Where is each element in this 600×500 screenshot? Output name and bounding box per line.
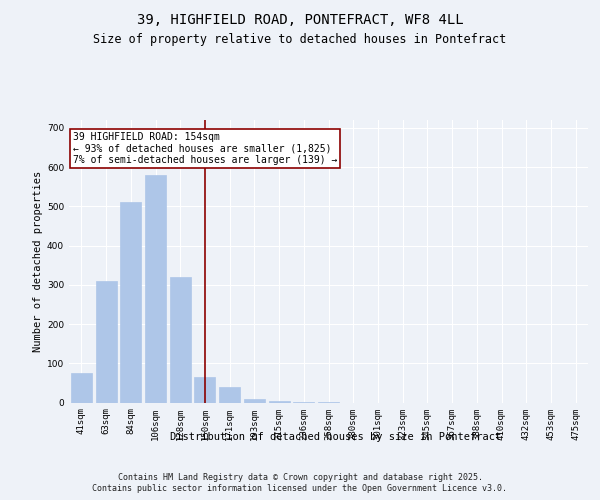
Text: 39, HIGHFIELD ROAD, PONTEFRACT, WF8 4LL: 39, HIGHFIELD ROAD, PONTEFRACT, WF8 4LL bbox=[137, 12, 463, 26]
Bar bbox=[269, 400, 290, 402]
Text: Contains public sector information licensed under the Open Government Licence v3: Contains public sector information licen… bbox=[92, 484, 508, 493]
Bar bbox=[71, 373, 92, 402]
Bar bbox=[95, 281, 116, 402]
Bar bbox=[194, 377, 215, 402]
Text: Contains HM Land Registry data © Crown copyright and database right 2025.: Contains HM Land Registry data © Crown c… bbox=[118, 472, 482, 482]
Bar bbox=[120, 202, 141, 402]
Bar bbox=[244, 398, 265, 402]
Text: Size of property relative to detached houses in Pontefract: Size of property relative to detached ho… bbox=[94, 32, 506, 46]
Bar bbox=[219, 387, 240, 402]
Bar bbox=[170, 277, 191, 402]
Text: 39 HIGHFIELD ROAD: 154sqm
← 93% of detached houses are smaller (1,825)
7% of sem: 39 HIGHFIELD ROAD: 154sqm ← 93% of detac… bbox=[73, 132, 337, 165]
Y-axis label: Number of detached properties: Number of detached properties bbox=[33, 170, 43, 352]
Text: Distribution of detached houses by size in Pontefract: Distribution of detached houses by size … bbox=[170, 432, 502, 442]
Bar bbox=[145, 175, 166, 402]
